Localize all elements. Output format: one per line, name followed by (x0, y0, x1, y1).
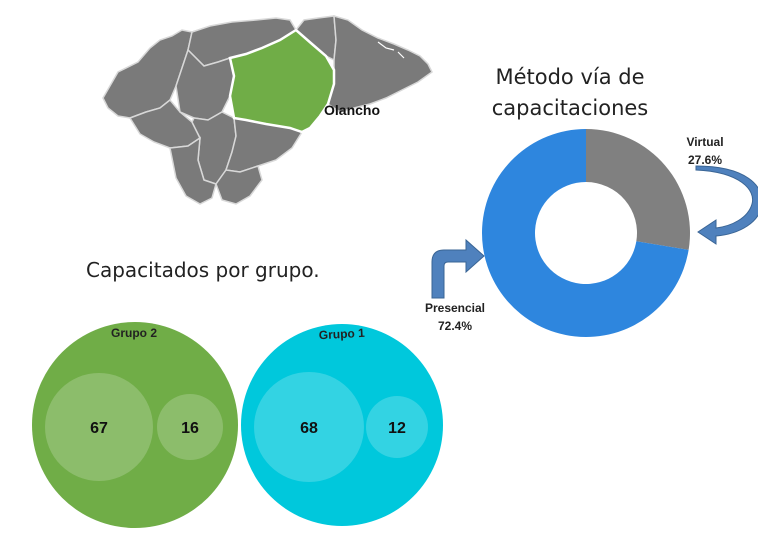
bubble-inner-circle (254, 372, 364, 482)
donut-title-line-2: capacitaciones (491, 96, 649, 120)
presencial-value-label: 72.4% (438, 319, 472, 333)
bubble-value-label: 12 (388, 420, 406, 437)
bubble-group-label: Grupo 1 (318, 326, 365, 342)
donut-slice-virtual (586, 129, 690, 250)
bubble-group-2: Grupo 1 68 12 (241, 324, 443, 526)
bubble-inner-circle (366, 396, 428, 458)
bubble-value-label: 68 (300, 420, 318, 437)
donut-chart-title: Método vía de capacitaciones (470, 62, 670, 124)
bubble-value-label: 67 (90, 420, 108, 437)
virtual-arrow-icon (695, 165, 758, 245)
bubble-value-label: 16 (181, 420, 199, 437)
map-water-coast (377, 41, 405, 59)
presencial-arrow-icon (431, 238, 485, 299)
bubble-group-outer-circle (32, 322, 238, 528)
virtual-value-label: 27.6% (688, 153, 722, 167)
bubble-inner-circle (45, 373, 153, 481)
virtual-label: Virtual (686, 135, 723, 149)
map-region-south-3 (215, 165, 263, 205)
donut-title-line-1: Método vía de (495, 65, 645, 89)
bubble-group-1: Grupo 2 67 16 (32, 322, 238, 528)
bubble-chart-title: Capacitados por grupo. (86, 258, 320, 282)
bubble-inner-circle (157, 394, 223, 460)
bubble-groups: Grupo 2 67 16 Grupo 1 68 12 (32, 322, 443, 528)
map-region-olancho (228, 28, 336, 134)
map-regions (102, 14, 433, 205)
bubble-group-outer-circle (241, 324, 443, 526)
donut-slices (482, 129, 690, 337)
donut-slice-presencial (482, 129, 689, 337)
bubble-group-label: Grupo 2 (111, 326, 157, 340)
olancho-label: Olancho (324, 102, 380, 118)
presencial-label: Presencial (425, 301, 485, 315)
